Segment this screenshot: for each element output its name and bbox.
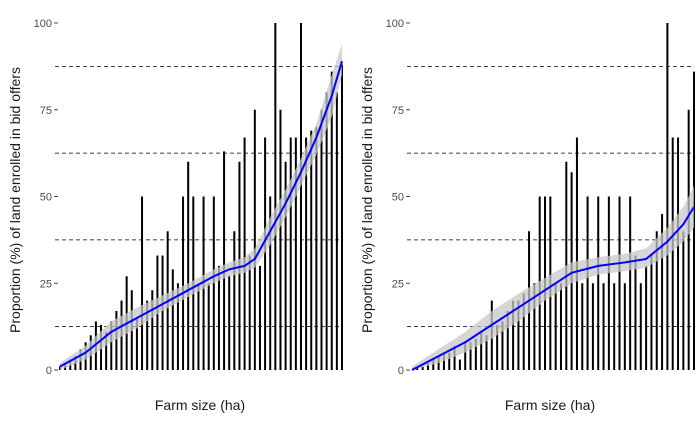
right-smooth-line <box>411 206 695 371</box>
left-y-axis: 0 25 50 75 100 <box>34 18 58 377</box>
left-confidence-band <box>60 43 342 370</box>
right-confidence-band <box>412 186 694 370</box>
y-tick-label: 75 <box>40 105 52 117</box>
right-y-axis-title: Proportion (%) of land enrolled in bid o… <box>359 67 375 333</box>
y-tick-label: 25 <box>40 278 52 290</box>
right-y-axis: 0 25 50 75 100 <box>386 18 410 377</box>
y-tick-label: 50 <box>40 192 52 204</box>
right-x-axis-title: Farm size (ha) <box>505 397 595 413</box>
y-tick-label: 75 <box>392 105 404 117</box>
left-y-axis-title: Proportion (%) of land enrolled in bid o… <box>7 67 23 333</box>
left-smooth-line <box>59 60 343 368</box>
left-x-axis-title: Farm size (ha) <box>155 397 245 413</box>
y-tick-label: 0 <box>46 365 52 377</box>
y-tick-label: 50 <box>392 192 404 204</box>
y-tick-label: 100 <box>34 18 52 30</box>
right-panel: 0 25 50 75 100 Farm size (ha) Proportion (%)… <box>359 18 695 413</box>
left-panel: 0 25 50 75 100 Farm size (ha) Proportion (%)… <box>7 18 343 413</box>
y-tick-label: 25 <box>392 278 404 290</box>
y-tick-label: 0 <box>398 365 404 377</box>
y-tick-label: 100 <box>386 18 404 30</box>
